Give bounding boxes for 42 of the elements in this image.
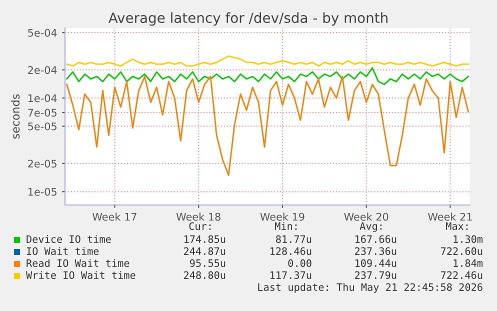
x-tick-label: Week 19 [260, 212, 304, 221]
y-tick-label: 7e-05 [28, 108, 56, 117]
y-tick-label: 2e-05 [28, 160, 56, 168]
y-tick-label: 5e-05 [28, 122, 56, 130]
text: 722.60u [440, 247, 482, 255]
text: Avg: [360, 222, 382, 232]
text: 174.85u [184, 235, 226, 243]
x-tick-label: Week 17 [92, 212, 136, 221]
text: 1.30m [454, 235, 483, 243]
text: 244.87u [184, 247, 226, 255]
text: 128.46u [270, 247, 312, 255]
text: 81.77u [276, 235, 312, 243]
legend-label: Write IO Wait time [26, 271, 136, 279]
y-tick-label: 5e-04 [28, 28, 57, 37]
line-series [66, 76, 469, 176]
y-tick-label: 1e-05 [28, 188, 56, 196]
text: 722.46u [440, 271, 482, 279]
y-tick-label: 1e-04 [28, 94, 57, 102]
chart-title: Average latency for /dev/sda - by month [108, 12, 388, 26]
x-tick-label: Week 18 [176, 212, 220, 221]
text: 248.80u [184, 271, 226, 279]
text: 1.84m [454, 259, 483, 267]
text: 237.36u [355, 247, 396, 255]
text: 0.00 [288, 259, 312, 267]
text: 95.55u [190, 259, 226, 267]
text: 237.79u [355, 271, 396, 279]
legend-label: Device IO time [26, 235, 111, 243]
text: 167.66u [355, 235, 396, 243]
y-tick-label: 2e-04 [28, 66, 57, 74]
x-tick-label: Week 21 [428, 212, 472, 221]
x-tick-label: Week 20 [344, 212, 388, 221]
text: 109.44u [355, 259, 396, 267]
legend-label: IO Wait time [26, 247, 99, 255]
line-series [66, 55, 469, 67]
text: Min: [275, 222, 297, 230]
y-axis-title: seconds [11, 94, 20, 139]
legend-label: Read IO Wait time [26, 259, 130, 267]
line-series [66, 67, 469, 86]
text: Max: [446, 222, 468, 230]
text: Cur: [189, 222, 211, 230]
text: Last update: Thu May 21 22:45:58 2026 [258, 283, 482, 293]
text: 117.37u [270, 271, 312, 279]
